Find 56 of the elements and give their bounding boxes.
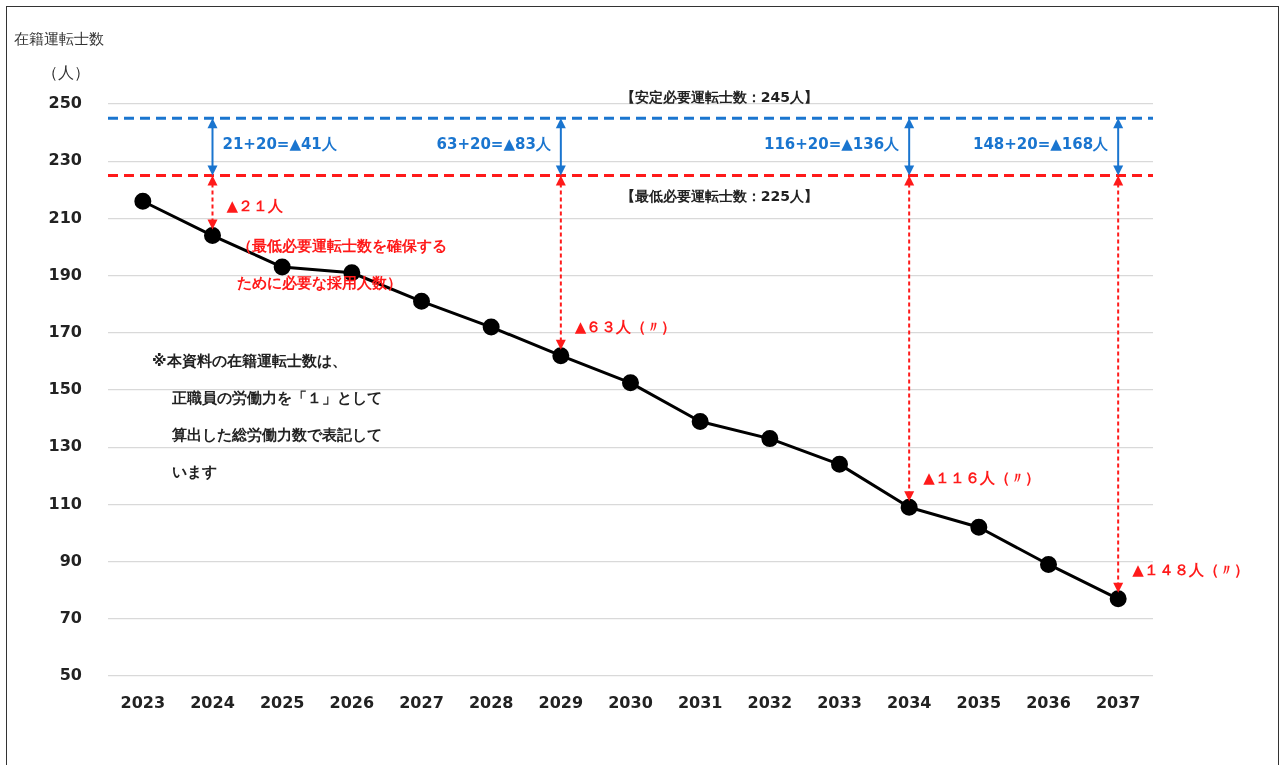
x-tick-label: 2035 [956,692,1002,712]
x-tick-label: 2036 [1026,692,1071,712]
annotation: ※本資料の在籍運転士数は、 [152,351,348,372]
point [413,292,430,310]
annotation: 63+20=▲83人 [436,134,552,153]
point [761,430,779,448]
x-tick-label: 2025 [259,692,305,712]
point [134,192,152,210]
y-tick-label: 70 [59,607,82,627]
point [482,318,500,336]
point [622,374,639,392]
x-tick-label: 2027 [399,692,444,712]
y-tick-label: 170 [48,321,82,341]
annotation: 正職員の労働力を「１」として [171,388,382,409]
y-tick-label: 210 [48,207,82,227]
annotation: 148+20=▲168人 [972,134,1110,153]
annotation: ▲６３人（〃） [574,317,677,336]
y-tick-label: 190 [48,264,82,284]
x-tick-label: 2032 [747,692,793,712]
x-tick-label: 2028 [468,692,514,712]
x-tick-label: 2029 [538,692,584,712]
point [204,227,221,245]
annotation: ▲１１６人（〃） [923,469,1040,488]
point [970,518,988,536]
y-tick-label: 250 [48,93,82,113]
y-tick-label: 50 [59,665,82,685]
y-tick-label: 230 [48,150,82,170]
y-tick-label: 90 [59,550,82,570]
ref-line-label: 【最低必要運転士数：225人】 [620,188,818,205]
x-tick-label: 2034 [886,692,932,712]
annotation: 116+20=▲136人 [763,134,901,153]
x-tick-label: 2037 [1095,692,1141,712]
x-tick-label: 2026 [329,692,375,712]
y-tick-label: 130 [48,436,82,456]
point [1040,555,1057,573]
point [1109,590,1127,608]
point [552,347,570,365]
annotation: います [171,462,218,483]
chart-title: 在籍運転士数 [14,29,104,48]
point [900,498,918,516]
x-tick-label: 2023 [120,692,166,712]
annotation: 算出した総労働力数で表記して [171,425,382,446]
x-tick-label: 2031 [677,692,723,712]
point [691,412,709,430]
point [831,455,848,473]
y-axis-title: （人） [42,63,90,83]
x-tick-label: 2033 [817,692,862,712]
annotation: 21+20=▲41人 [222,134,338,153]
y-tick-label: 110 [48,493,82,513]
y-tick-label: 150 [48,379,82,399]
point [273,258,291,276]
x-tick-label: 2030 [608,692,653,712]
annotation: ▲２１人 [226,197,285,216]
x-tick-label: 2024 [190,692,235,712]
annotation: ▲１４８人（〃） [1132,560,1249,579]
ref-line-label: 【安定必要運転士数：245人】 [620,88,818,105]
